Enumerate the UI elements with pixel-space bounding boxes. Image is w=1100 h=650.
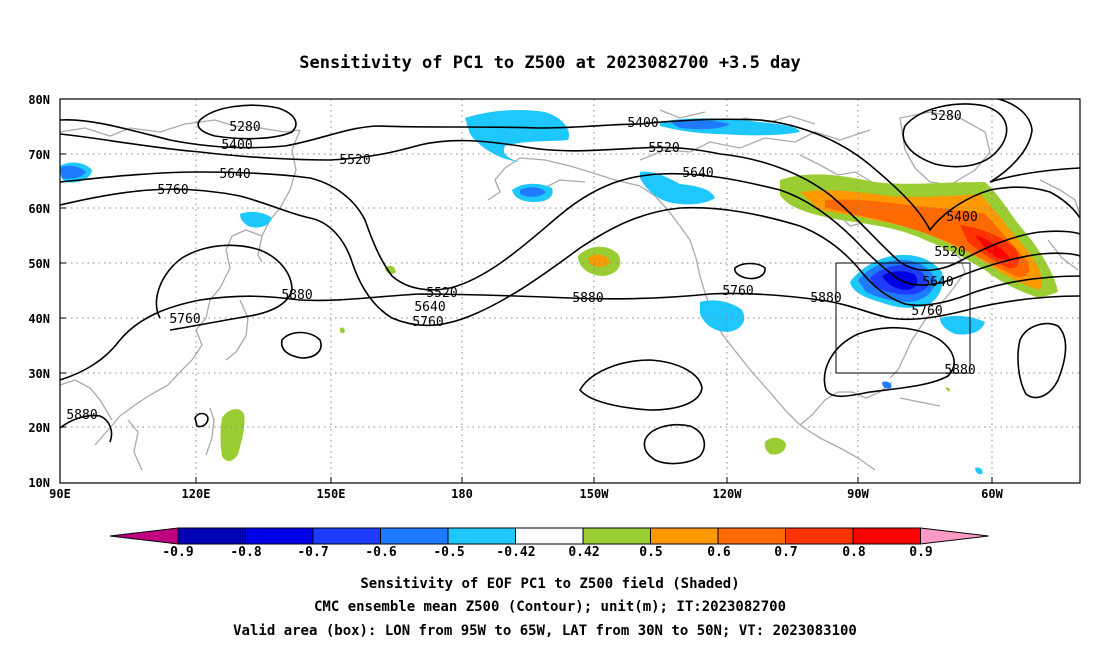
lon-tick-label: 180	[451, 487, 473, 501]
map-area: 5280 5400 5520 5640 5760 5880 5400 5520 …	[60, 99, 1080, 483]
contour-label: 5760	[412, 315, 443, 330]
colorbar-labels: -0.9 -0.8 -0.7 -0.6 -0.5 -0.42 0.42 0.5 …	[162, 545, 932, 560]
lat-tick-label: 80N	[28, 93, 50, 107]
lon-tick-label: 90W	[847, 487, 869, 501]
colorbar-segment	[717, 527, 786, 545]
colorbar-segment	[515, 527, 584, 545]
colorbar-tick-label: -0.8	[230, 545, 261, 560]
colorbar	[109, 527, 989, 545]
contour-label: 5280	[229, 120, 260, 135]
colorbar-segment	[650, 527, 719, 545]
z500-contours	[60, 99, 1080, 465]
colorbar-right-arrow	[920, 527, 989, 545]
valid-area-box	[835, 262, 971, 374]
colorbar-segment	[245, 527, 314, 545]
contour-label: 5640	[922, 275, 953, 290]
contour-label: 5520	[648, 141, 679, 156]
colorbar-left-arrow	[109, 527, 179, 545]
colorbar-tick-label: -0.7	[297, 545, 328, 560]
axis-ticks	[60, 98, 993, 483]
contour-label: 5760	[157, 183, 188, 198]
contour-labels: 5280 5400 5520 5640 5760 5880 5400 5520 …	[66, 109, 977, 423]
contour-label: 5400	[221, 138, 252, 153]
footer-line-1: Sensitivity of EOF PC1 to Z500 field (Sh…	[360, 576, 739, 592]
lat-tick-label: 10N	[28, 476, 50, 490]
map-frame	[59, 98, 1081, 484]
lon-tick-label: 120W	[713, 487, 743, 501]
lat-tick-label: 20N	[28, 421, 50, 435]
contour-label: 5400	[946, 210, 977, 225]
contour-label: 5880	[281, 288, 312, 303]
contour-label: 5760	[169, 312, 200, 327]
contour-label: 5520	[339, 153, 370, 168]
colorbar-segment	[582, 527, 651, 545]
contour-label: 5520	[934, 245, 965, 260]
contour-label: 5880	[944, 363, 975, 378]
lat-tick-label: 70N	[28, 148, 50, 162]
colorbar-segment	[785, 527, 854, 545]
colorbar-tick-label: 0.42	[568, 545, 599, 560]
contour-label: 5640	[219, 167, 250, 182]
contour-label: 5760	[911, 304, 942, 319]
colorbar-segment	[447, 527, 516, 545]
latitude-labels: 80N 70N 60N 50N 40N 30N 20N 10N	[28, 93, 50, 490]
lon-tick-label: 90E	[49, 487, 71, 501]
colorbar-tick-label: -0.5	[433, 545, 464, 560]
contour-label: 5760	[722, 284, 753, 299]
lat-tick-label: 30N	[28, 367, 50, 381]
contour-label: 5640	[414, 300, 445, 315]
colorbar-tick-label: 0.6	[707, 545, 731, 560]
contour-label: 5880	[66, 408, 97, 423]
lat-tick-label: 40N	[28, 312, 50, 326]
contour-label: 5640	[682, 166, 713, 181]
colorbar-tick-label: 0.5	[639, 545, 662, 560]
footer-line-2: CMC ensemble mean Z500 (Contour); unit(m…	[314, 599, 786, 615]
lat-tick-label: 50N	[28, 257, 50, 271]
colorbar-segment	[312, 527, 381, 545]
colorbar-segment	[177, 527, 246, 545]
colorbar-tick-label: 0.8	[842, 545, 866, 560]
lon-tick-label: 120E	[182, 487, 211, 501]
colorbar-segment	[852, 527, 921, 545]
colorbar-tick-label: -0.6	[365, 545, 396, 560]
lon-tick-label: 150W	[580, 487, 610, 501]
lon-tick-label: 150E	[317, 487, 346, 501]
contour-label: 5880	[810, 291, 841, 306]
colorbar-segment	[380, 527, 449, 545]
longitude-labels: 90E 120E 150E 180 150W 120W 90W 60W	[49, 487, 1003, 501]
contour-label: 5520	[426, 286, 457, 301]
colorbar-tick-label: 0.7	[774, 545, 797, 560]
footer-line-3: Valid area (box): LON from 95W to 65W, L…	[233, 623, 857, 639]
colorbar-tick-label: -0.42	[496, 545, 535, 560]
contour-label: 5280	[930, 109, 961, 124]
figure-title: Sensitivity of PC1 to Z500 at 2023082700…	[299, 53, 801, 73]
contour-label: 5880	[572, 291, 603, 306]
contour-label: 5400	[627, 116, 658, 131]
sensitivity-shading	[60, 110, 1058, 475]
colorbar-tick-label: -0.9	[162, 545, 193, 560]
lat-tick-label: 60N	[28, 202, 50, 216]
colorbar-tick-label: 0.9	[909, 545, 932, 560]
lon-tick-label: 60W	[981, 487, 1003, 501]
